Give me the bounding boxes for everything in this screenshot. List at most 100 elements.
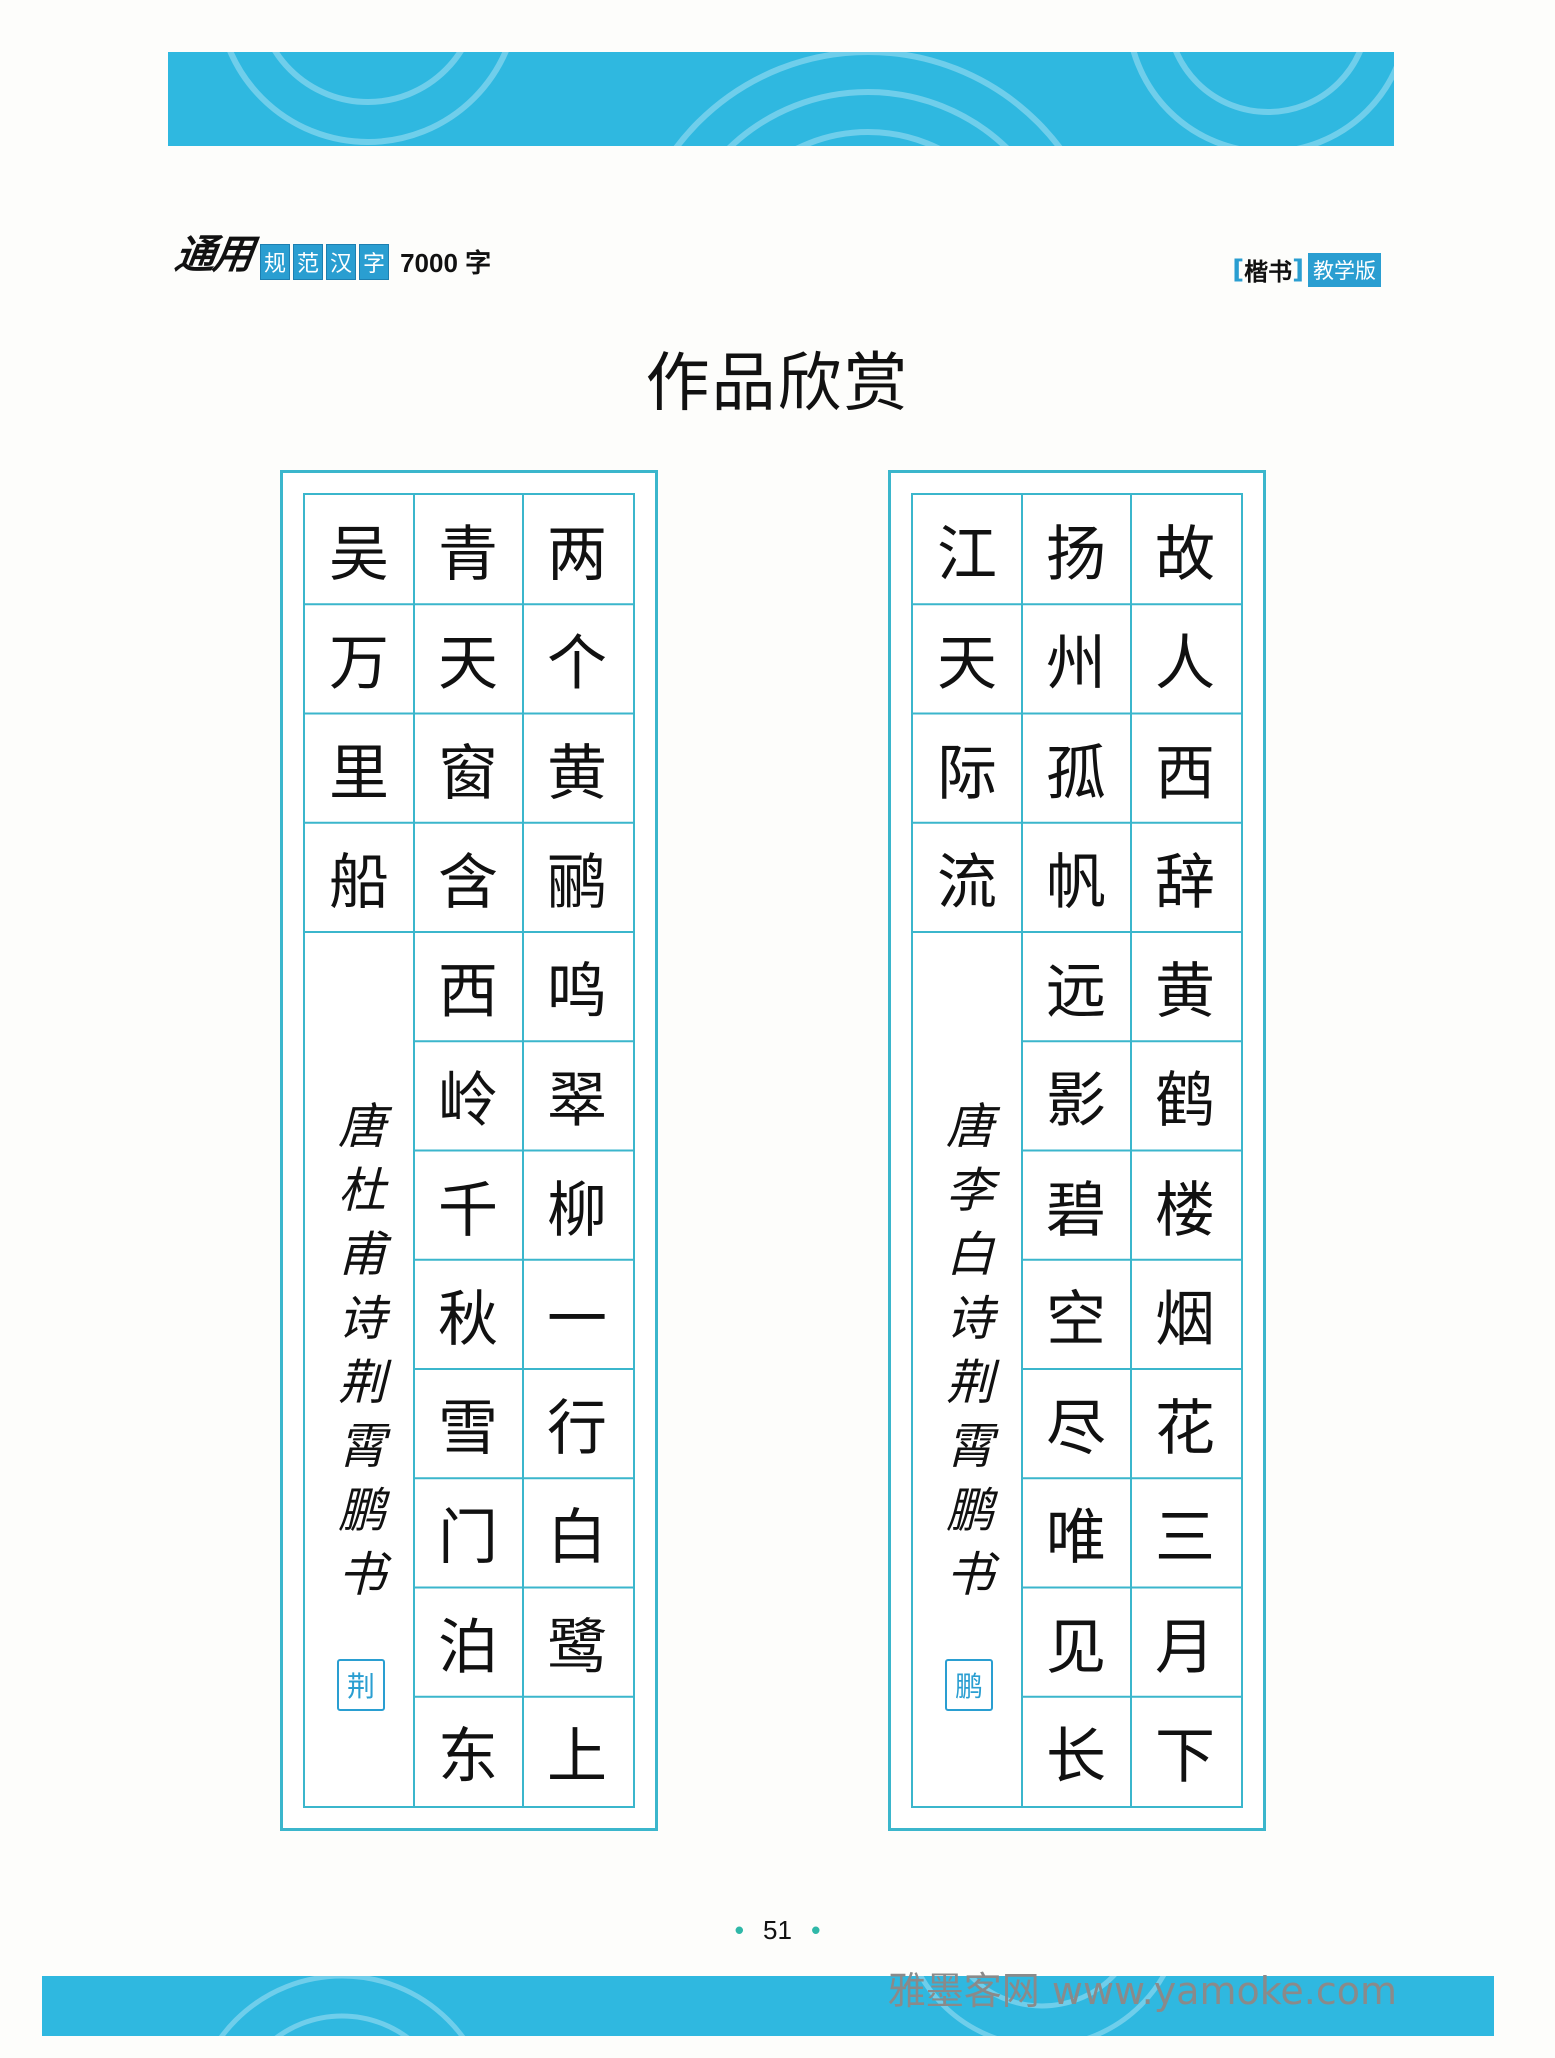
signature-character: 荆 (337, 1355, 386, 1411)
poem-character: 个 (547, 629, 607, 700)
poem-character: 月 (1155, 1612, 1215, 1683)
poem-character: 万 (329, 629, 389, 700)
watermark: 雅墨客网 www.yamoke.com (887, 1969, 1397, 2013)
poem-character: 东 (438, 1721, 498, 1792)
poem-character: 含 (438, 847, 498, 918)
poem-character: 船 (329, 847, 389, 918)
right-seal: 鹏 (945, 1659, 993, 1711)
char-count-label: 7000 字 (400, 248, 492, 278)
poem-character: 扬 (1046, 520, 1106, 590)
signature-character: 甫 (337, 1227, 386, 1283)
poem-character: 辞 (1155, 847, 1215, 918)
bracket-close: ] (1292, 254, 1304, 285)
poem-character: 楼 (1155, 1175, 1215, 1246)
signature-character: 唐 (337, 1099, 386, 1155)
brand-logo: 通用 (172, 231, 255, 278)
poem-character: 故 (1155, 520, 1215, 590)
poem-character: 翠 (547, 1066, 607, 1137)
poem-character: 下 (1155, 1721, 1215, 1792)
top-decorative-band (168, 52, 1394, 146)
signature-character: 鹏 (945, 1483, 994, 1539)
signature-character: 荆 (945, 1355, 994, 1411)
page-dot-left: • (734, 1915, 744, 1945)
poem-character: 鹭 (547, 1612, 607, 1683)
poem-character: 泊 (438, 1612, 498, 1683)
book-header: 通用 规 范 汉 字 7000 字 (172, 222, 492, 280)
poem-character: 黄 (1155, 957, 1215, 1027)
poem-character: 雪 (438, 1394, 498, 1464)
signature-character: 李 (945, 1163, 994, 1219)
poem-character: 岭 (438, 1066, 498, 1137)
spec-char-2: 范 (293, 244, 324, 280)
wave-pattern-icon (227, 52, 1394, 146)
poem-character: 吴 (329, 520, 389, 590)
page-title: 作品欣赏 (645, 347, 910, 421)
poem-character: 鹤 (1155, 1066, 1215, 1137)
poem-character: 西 (1155, 738, 1215, 809)
poem-character: 远 (1046, 957, 1106, 1027)
left-grid-frame: 两个黄鹂鸣翠柳一行白鹭上青天窗含西岭千秋雪门泊东吴万里船 唐杜甫诗荆霄鹏书 荆 (303, 493, 635, 1808)
poem-character: 州 (1046, 629, 1106, 700)
poem-character: 见 (1046, 1612, 1106, 1683)
signature-character: 唐 (945, 1099, 994, 1155)
page-number: 51 (763, 1915, 792, 1945)
poem-character: 秋 (438, 1284, 498, 1355)
poem-character: 鸣 (547, 957, 607, 1027)
poem-character: 上 (547, 1721, 607, 1792)
right-grid-lines (913, 495, 1241, 1806)
poem-character: 帆 (1046, 847, 1106, 918)
signature-character: 白 (945, 1227, 994, 1283)
poem-character: 柳 (547, 1175, 607, 1246)
spec-char-1: 规 (260, 244, 291, 280)
left-calligraphy-work: 两个黄鹂鸣翠柳一行白鹭上青天窗含西岭千秋雪门泊东吴万里船 唐杜甫诗荆霄鹏书 荆 (280, 470, 658, 1831)
poem-character: 花 (1155, 1394, 1215, 1464)
poem-character: 唯 (1046, 1503, 1106, 1574)
poem-character: 窗 (438, 738, 498, 809)
poem-character: 千 (438, 1175, 498, 1246)
poem-character: 三 (1155, 1503, 1215, 1574)
right-grid-frame: 故人西辞黄鹤楼烟花三月下扬州孤帆远影碧空尽唯见长江天际流 唐李白诗荆霄鹏书 鹏 (911, 493, 1243, 1808)
poem-character: 鹂 (547, 847, 607, 918)
style-label: 楷书 (1244, 258, 1293, 286)
poem-character: 孤 (1046, 738, 1106, 809)
page-number-row: • 51 • (0, 1915, 1555, 1946)
left-seal: 荆 (337, 1659, 385, 1711)
signature-character: 书 (337, 1547, 386, 1603)
left-grid-lines (305, 495, 633, 1806)
poem-character: 流 (937, 847, 997, 918)
signature-character: 鹏 (337, 1483, 386, 1539)
poem-character: 一 (547, 1284, 607, 1355)
poem-character: 影 (1046, 1066, 1106, 1137)
poem-character: 天 (438, 629, 498, 700)
signature-character: 霄 (337, 1419, 386, 1475)
spec-char-4: 字 (359, 244, 390, 280)
page-dot-right: • (811, 1915, 821, 1945)
poem-character: 两 (547, 520, 607, 590)
right-signature: 唐李白诗荆霄鹏书 (917, 1095, 1023, 1607)
poem-character: 行 (547, 1394, 607, 1464)
left-signature: 唐杜甫诗荆霄鹏书 (309, 1095, 415, 1607)
poem-character: 里 (329, 738, 389, 809)
poem-character: 际 (937, 738, 997, 809)
poem-character: 门 (438, 1503, 498, 1574)
right-calligraphy-work: 故人西辞黄鹤楼烟花三月下扬州孤帆远影碧空尽唯见长江天际流 唐李白诗荆霄鹏书 鹏 (888, 470, 1266, 1831)
poem-character: 白 (547, 1503, 607, 1574)
signature-character: 霄 (945, 1419, 994, 1475)
wave-pattern-icon (218, 1976, 1167, 2036)
edition-header: [ 楷书 ] 教学版 (1232, 252, 1381, 287)
poem-character: 人 (1155, 629, 1215, 700)
signature-character: 书 (945, 1547, 994, 1603)
poem-character: 江 (937, 520, 997, 590)
poem-character: 黄 (547, 738, 607, 809)
bracket-open: [ (1232, 254, 1245, 285)
poem-character: 尽 (1046, 1394, 1106, 1464)
poem-character: 烟 (1155, 1284, 1215, 1355)
signature-character: 杜 (337, 1163, 386, 1219)
poem-character: 碧 (1046, 1175, 1106, 1246)
poem-character: 青 (438, 520, 498, 590)
poem-character: 天 (937, 629, 997, 700)
poem-character: 西 (438, 957, 498, 1027)
spec-char-3: 汉 (326, 244, 357, 280)
bottom-decorative-band (42, 1976, 1494, 2036)
signature-character: 诗 (337, 1291, 386, 1347)
